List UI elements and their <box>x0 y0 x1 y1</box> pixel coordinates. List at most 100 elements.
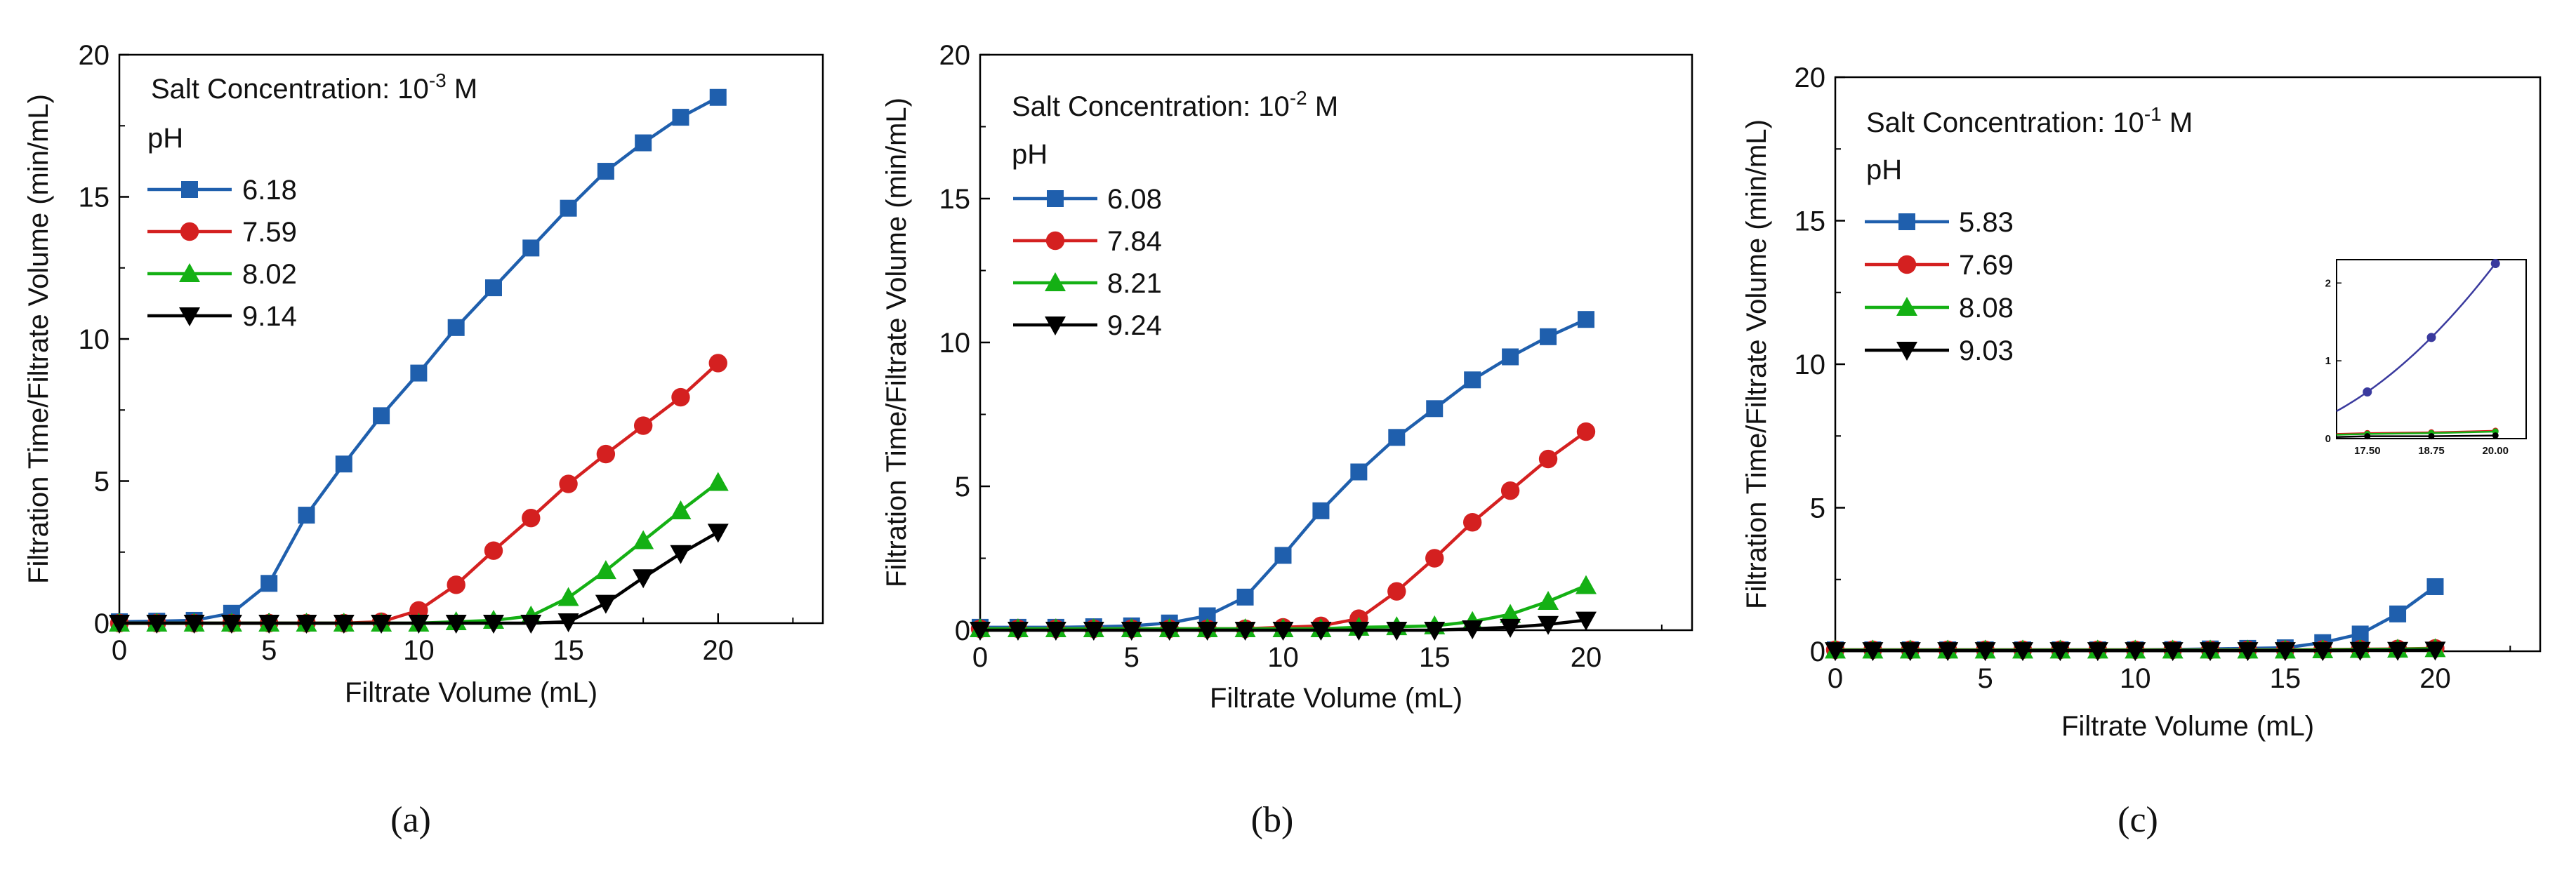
legend-label: 5.83 <box>1959 207 2014 238</box>
y-tick-label: 5 <box>1810 493 1825 524</box>
data-point <box>371 615 392 634</box>
inset-data-point <box>2426 333 2436 342</box>
y-tick-label: 20 <box>1795 62 1826 93</box>
legend-entry-6.08: 6.08 <box>1013 184 1162 215</box>
data-point <box>1500 604 1521 623</box>
data-point <box>1502 348 1519 366</box>
legend-entry-7.59: 7.59 <box>147 217 297 248</box>
data-point <box>1575 575 1597 594</box>
y-tick-label: 5 <box>955 472 970 502</box>
series-line <box>119 361 720 625</box>
inset-data-point <box>2428 433 2435 440</box>
legend-label: 8.08 <box>1959 293 2014 324</box>
legend-label: 8.21 <box>1107 268 1162 299</box>
inset-data-point <box>2490 259 2500 269</box>
y-tick-label: 10 <box>939 328 971 359</box>
legend-entry-5.83: 5.83 <box>1865 207 2014 238</box>
y-tick-label: 10 <box>79 324 110 355</box>
data-point <box>1045 622 1066 641</box>
data-point <box>2012 642 2034 662</box>
data-point <box>373 407 390 425</box>
data-point <box>1538 449 1558 469</box>
data-point <box>635 134 652 152</box>
series-7.59 <box>110 354 727 633</box>
data-point <box>1862 642 1884 662</box>
data-point <box>1464 371 1481 389</box>
data-point <box>633 530 654 549</box>
data-point <box>445 615 467 634</box>
data-point <box>522 239 540 257</box>
data-point <box>1974 642 1996 662</box>
data-point <box>1576 422 1596 441</box>
data-point <box>1500 618 1521 638</box>
x-tick-label: 15 <box>553 635 584 666</box>
y-tick-label: 10 <box>1795 349 1826 380</box>
panel-1: 0 5 10 15 20 0 5 10 15 20 Filtrate Volume (mL) Filt… <box>881 40 1693 840</box>
x-tick-label: 20 <box>703 635 734 666</box>
data-point <box>482 615 504 634</box>
data-point <box>410 364 428 382</box>
series-line <box>119 95 719 624</box>
data-point <box>183 615 205 634</box>
data-point <box>1272 622 1294 641</box>
y-tick-label: 15 <box>1795 206 1826 237</box>
legend-marker <box>1047 190 1064 207</box>
y-axis-label: Filtration Time/Filtrate Volume (min/mL) <box>881 98 912 587</box>
y-tick-label: 15 <box>79 182 110 213</box>
data-point <box>296 615 317 634</box>
data-point <box>484 541 503 560</box>
legend-title: Salt Concentration: 10-2 M <box>1012 87 1338 122</box>
legend-entry-7.69: 7.69 <box>1865 250 2014 281</box>
legend-header: pH <box>147 123 183 154</box>
legend-marker <box>1898 213 1915 230</box>
data-point <box>1234 622 1256 641</box>
data-point <box>633 569 654 589</box>
y-tick-label: 20 <box>79 40 110 71</box>
y-tick-label: 0 <box>94 608 110 639</box>
legend-header: pH <box>1866 154 1902 185</box>
data-point <box>1196 622 1218 641</box>
data-point <box>408 615 430 634</box>
data-point <box>1538 615 1559 635</box>
data-point <box>1007 622 1029 641</box>
data-point <box>1274 547 1292 564</box>
inset-y-tick-label: 2 <box>2325 277 2331 289</box>
data-point <box>1424 622 1446 641</box>
data-point <box>707 524 729 543</box>
data-point <box>333 615 355 634</box>
data-point <box>520 615 542 634</box>
data-point <box>1899 642 1921 662</box>
data-point <box>2274 642 2296 662</box>
data-point <box>335 455 352 473</box>
data-point <box>220 615 242 634</box>
inset-data-point <box>2492 432 2499 439</box>
data-point <box>708 354 727 373</box>
inset-data-point <box>2364 433 2371 440</box>
legend-marker <box>1896 342 1917 361</box>
data-point <box>557 587 579 606</box>
data-point <box>2087 642 2108 662</box>
data-point <box>1825 642 1846 662</box>
inset-x-tick-label: 18.75 <box>2418 445 2445 457</box>
legend-entry-9.03: 9.03 <box>1865 335 2014 366</box>
data-point <box>1540 328 1557 345</box>
legend-label: 7.69 <box>1959 250 2014 281</box>
legend-entry-8.02: 8.02 <box>147 259 297 290</box>
inset-x-tick-label: 20.00 <box>2482 445 2509 457</box>
data-point <box>1426 400 1444 418</box>
data-point <box>1462 513 1482 532</box>
data-point <box>2349 641 2371 661</box>
data-point <box>2125 642 2146 662</box>
inset-x-tick-label: 17.50 <box>2354 445 2381 457</box>
legend-title: Salt Concentration: 10-1 M <box>1866 103 2193 138</box>
data-point <box>670 545 692 564</box>
data-point <box>447 319 465 336</box>
inset-y-tick-label: 0 <box>2325 433 2331 445</box>
data-point <box>709 88 727 106</box>
x-axis-label: Filtrate Volume (mL) <box>2061 711 2314 742</box>
inset-series-line <box>2336 434 2496 439</box>
data-point <box>1158 622 1180 641</box>
data-point <box>1348 622 1370 641</box>
series-9.14 <box>109 524 729 634</box>
